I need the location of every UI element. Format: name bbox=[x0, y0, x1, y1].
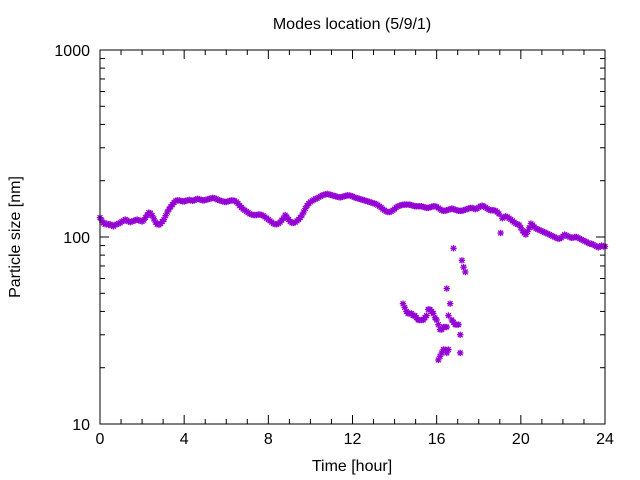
data-point bbox=[455, 321, 462, 328]
x-tick-label: 20 bbox=[512, 431, 530, 448]
data-point bbox=[450, 245, 457, 252]
y-tick-label: 100 bbox=[63, 230, 90, 247]
data-point bbox=[460, 263, 467, 271]
data-point bbox=[445, 312, 452, 319]
data-point bbox=[497, 229, 504, 237]
data-point bbox=[458, 257, 466, 264]
axis-ticks bbox=[99, 50, 606, 425]
data-point bbox=[445, 346, 452, 353]
x-tick-label: 0 bbox=[96, 431, 105, 448]
plot-frame bbox=[99, 49, 606, 425]
data-point bbox=[443, 285, 450, 292]
x-tick-label: 24 bbox=[596, 431, 614, 448]
data-point bbox=[446, 300, 454, 307]
y-tick-label: 10 bbox=[72, 417, 90, 434]
x-tick-label: 16 bbox=[428, 431, 446, 448]
x-tick-label: 12 bbox=[344, 431, 362, 448]
y-tick-label: 1000 bbox=[54, 43, 90, 60]
x-tick-label: 4 bbox=[180, 431, 189, 448]
x-tick-label: 8 bbox=[264, 431, 273, 448]
data-point bbox=[495, 210, 503, 218]
data-point bbox=[457, 331, 464, 338]
tick-labels: 0 4 8 12 16 20 24 10 100 1000 bbox=[54, 43, 614, 448]
data-point bbox=[457, 349, 464, 357]
data-point bbox=[462, 268, 469, 276]
y-axis-label: Particle size [nm] bbox=[7, 176, 24, 298]
x-axis-label: Time [hour] bbox=[312, 458, 392, 475]
data-point bbox=[435, 321, 442, 328]
data-points bbox=[96, 190, 609, 364]
data-point bbox=[443, 323, 450, 331]
data-point bbox=[423, 312, 430, 319]
chart-title: Modes location (5/9/1) bbox=[273, 16, 431, 33]
